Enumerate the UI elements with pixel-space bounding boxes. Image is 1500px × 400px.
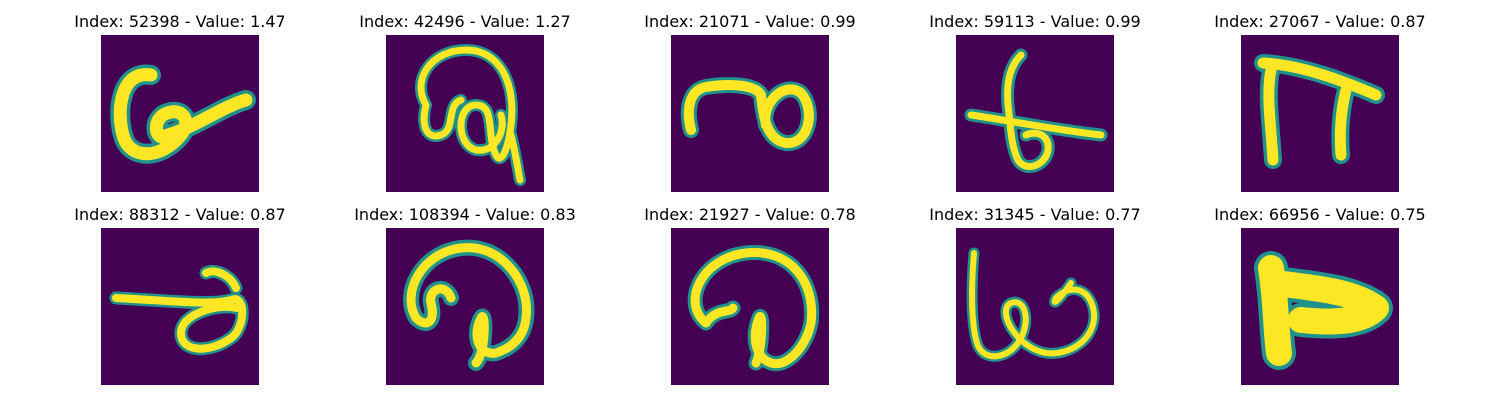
grid-cell-7: Index: 108394 - Value: 0.83 [335, 193, 595, 385]
digit-glyph [1254, 251, 1393, 370]
digit-glyph [966, 247, 1100, 362]
grid-cell-5: Index: 27067 - Value: 0.87 [1190, 0, 1450, 192]
image-title: Index: 66956 - Value: 0.75 [1214, 205, 1426, 224]
image-title: Index: 59113 - Value: 0.99 [929, 12, 1141, 31]
digit-glyph [403, 239, 535, 371]
digit-image [101, 228, 259, 385]
digit-image [671, 228, 829, 385]
image-title: Index: 31345 - Value: 0.77 [929, 205, 1141, 224]
grid-cell-4: Index: 59113 - Value: 0.99 [905, 0, 1165, 192]
image-title: Index: 52398 - Value: 1.47 [74, 12, 286, 31]
image-title: Index: 108394 - Value: 0.83 [354, 205, 576, 224]
image-title: Index: 42496 - Value: 1.27 [359, 12, 571, 31]
digit-image [386, 228, 544, 385]
digit-glyph [964, 48, 1108, 173]
digit-image [386, 35, 544, 192]
grid-cell-1: Index: 52398 - Value: 1.47 [50, 0, 310, 192]
grid-cell-6: Index: 88312 - Value: 0.87 [50, 193, 310, 385]
digit-image [956, 228, 1114, 385]
digit-image [671, 35, 829, 192]
digit-glyph [109, 265, 249, 356]
digit-image [1241, 35, 1399, 192]
image-title: Index: 21071 - Value: 0.99 [644, 12, 856, 31]
grid-cell-9: Index: 31345 - Value: 0.77 [905, 193, 1165, 385]
digit-glyph [1254, 54, 1385, 169]
grid-cell-10: Index: 66956 - Value: 0.75 [1190, 193, 1450, 385]
digit-image [1241, 228, 1399, 385]
grid-cell-2: Index: 42496 - Value: 1.27 [335, 0, 595, 192]
grid-cell-8: Index: 21927 - Value: 0.78 [620, 193, 880, 385]
digit-glyph [680, 77, 817, 151]
image-title: Index: 88312 - Value: 0.87 [74, 205, 286, 224]
digit-image [956, 35, 1114, 192]
digit-glyph [415, 44, 526, 186]
digit-glyph [687, 245, 820, 372]
digit-glyph [110, 64, 256, 164]
image-title: Index: 27067 - Value: 0.87 [1214, 12, 1426, 31]
image-title: Index: 21927 - Value: 0.78 [644, 205, 856, 224]
grid-cell-3: Index: 21071 - Value: 0.99 [620, 0, 880, 192]
digit-image [101, 35, 259, 192]
